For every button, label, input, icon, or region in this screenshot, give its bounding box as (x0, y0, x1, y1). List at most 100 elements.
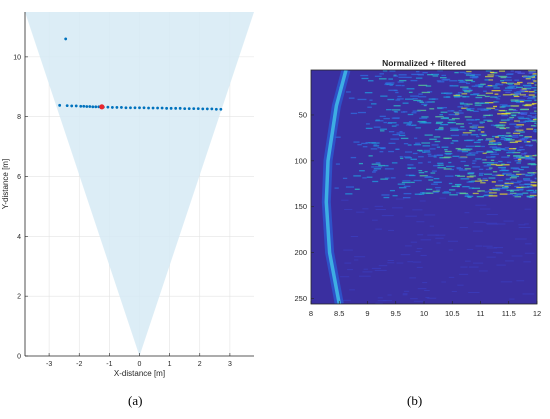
noise-streak (407, 167, 416, 169)
noise-streak (518, 227, 531, 229)
noise-streak (512, 109, 518, 112)
noise-streak (424, 171, 428, 173)
noise-streak (393, 117, 400, 119)
noise-streak (491, 90, 501, 92)
noise-streak (402, 294, 408, 296)
noise-streak (516, 90, 525, 93)
y-tick-label: 4 (17, 234, 21, 241)
noise-streak (488, 177, 496, 179)
noise-streak (527, 70, 536, 72)
noise-streak (373, 169, 378, 172)
noise-streak (464, 139, 473, 142)
noise-streak (403, 122, 413, 124)
noise-streak (393, 105, 401, 107)
noise-streak (440, 117, 449, 120)
noise-streak (471, 180, 476, 182)
noise-streak (507, 83, 513, 85)
noise-streak (400, 254, 411, 256)
noise-streak (402, 197, 411, 199)
noise-streak (447, 240, 458, 242)
noise-streak (512, 132, 521, 135)
noise-streak (366, 176, 373, 178)
noise-streak (450, 142, 454, 144)
noise-streak (530, 192, 537, 194)
noise-streak (345, 91, 351, 93)
noise-streak (460, 126, 465, 128)
noise-streak (423, 122, 432, 124)
noise-streak (501, 114, 508, 117)
data-point (169, 106, 173, 110)
noise-streak (418, 162, 423, 164)
noise-streak (439, 157, 443, 159)
noise-streak (509, 298, 515, 300)
noise-streak (390, 177, 396, 179)
noise-streak (494, 84, 504, 86)
noise-streak (441, 74, 447, 77)
data-point (91, 105, 95, 109)
noise-streak (382, 147, 386, 150)
noise-streak (421, 103, 428, 105)
data-point (201, 107, 205, 111)
noise-streak (437, 164, 444, 166)
noise-streak (399, 187, 407, 189)
noise-streak (435, 186, 441, 189)
noise-streak (490, 96, 498, 98)
noise-streak (476, 151, 484, 153)
noise-streak (488, 167, 493, 169)
noise-streak (362, 271, 373, 273)
noise-streak (505, 112, 514, 114)
noise-streak (429, 108, 435, 110)
noise-streak (365, 123, 370, 125)
panel-b: Normalized + filtered 8 8.5 9 9.5 10 10.5 11 11… (275, 0, 550, 419)
noise-streak (362, 177, 367, 179)
noise-streak (485, 92, 494, 94)
noise-streak (379, 151, 384, 153)
noise-streak (400, 137, 409, 140)
noise-streak (471, 187, 481, 189)
noise-streak (473, 230, 483, 232)
noise-streak (486, 107, 496, 109)
noise-streak (486, 151, 493, 153)
x-tick-label: 8.5 (334, 309, 344, 318)
noise-streak (525, 157, 533, 159)
noise-streak (449, 84, 454, 87)
noise-streak (536, 102, 537, 104)
noise-streak (424, 289, 430, 291)
noise-streak (478, 190, 485, 192)
data-point (156, 106, 159, 110)
noise-streak (453, 94, 461, 97)
noise-streak (433, 177, 440, 180)
noise-streak (506, 189, 514, 191)
noise-streak (466, 70, 472, 73)
noise-streak (379, 130, 385, 132)
noise-streak (500, 136, 506, 139)
noise-streak (350, 235, 359, 237)
noise-streak (373, 126, 381, 128)
noise-streak (481, 134, 487, 136)
noise-streak (449, 189, 456, 191)
noise-streak (528, 71, 536, 73)
noise-streak (460, 266, 468, 268)
data-point (205, 107, 209, 111)
noise-streak (439, 114, 443, 116)
noise-streak (395, 91, 399, 94)
noise-streak (478, 172, 484, 175)
noise-streak (525, 158, 532, 160)
noise-streak (388, 229, 394, 231)
noise-streak (531, 86, 537, 89)
noise-streak (476, 135, 480, 138)
noise-streak (486, 214, 498, 216)
noise-streak (472, 166, 481, 168)
noise-streak (440, 111, 448, 113)
noise-streak (427, 234, 440, 236)
x-tick-label: 12 (533, 309, 541, 318)
noise-streak (464, 195, 471, 197)
noise-streak (521, 90, 529, 93)
noise-streak (361, 142, 368, 145)
noise-streak (504, 147, 510, 149)
noise-streak (433, 181, 442, 183)
noise-streak (510, 167, 519, 169)
noise-streak (361, 77, 369, 80)
noise-streak (518, 121, 527, 123)
x-tick-label: 2 (198, 361, 202, 368)
